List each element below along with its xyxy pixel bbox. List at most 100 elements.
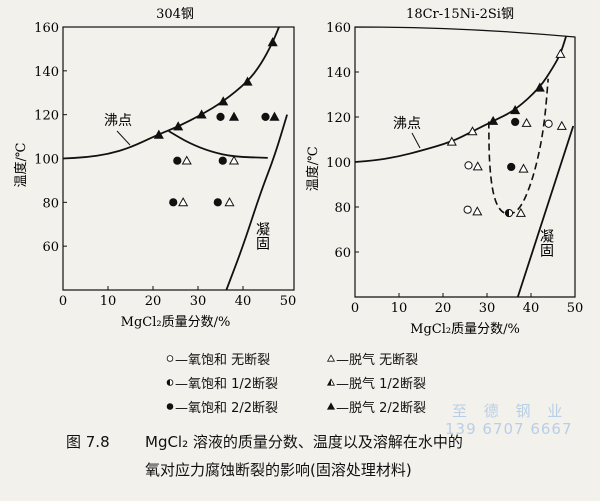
- caption-line-2: 氧对应力腐蚀断裂的影响(固溶处理材料): [145, 461, 412, 479]
- marker-shape: [556, 120, 567, 130]
- marker-shape: [544, 119, 553, 128]
- y-tick-label: 100: [326, 156, 351, 171]
- watermark-name: 至 德 钢 业: [452, 402, 569, 420]
- marker-shape: [166, 355, 174, 362]
- x-tick-label: 0: [351, 301, 359, 316]
- x-tick-label: 40: [523, 301, 540, 316]
- marker-shape: [267, 37, 278, 47]
- marker-shape: [515, 207, 526, 217]
- marker-shape: [166, 403, 174, 410]
- marker-shape: [216, 112, 225, 121]
- data-point-triangle-open: [555, 48, 566, 58]
- data-point-triangle-full: [218, 96, 229, 106]
- data-point-triangle-full: [510, 105, 521, 115]
- x-tick-label: 50: [567, 301, 584, 316]
- legend-entry: —脱气 2/2断裂: [336, 401, 427, 416]
- legend-entry: —氧饱和 无断裂: [175, 353, 271, 368]
- y-tick-label: 160: [326, 21, 351, 36]
- marker-shape: [181, 155, 192, 165]
- legend-entry: —脱气 1/2断裂: [336, 377, 427, 392]
- y-tick-label: 160: [34, 21, 59, 36]
- legend-marker-triangle-open: [326, 354, 336, 362]
- boiling-point-leader: [411, 132, 421, 149]
- legend-entry: —氧饱和 1/2断裂: [175, 377, 279, 392]
- data-point-triangle-open: [556, 120, 567, 130]
- x-tick-label: 50: [280, 294, 297, 309]
- x-axis-label: MgCl₂质量分数/%: [410, 322, 520, 337]
- marker-shape: [510, 105, 521, 115]
- marker-shape: [196, 109, 207, 119]
- chart-title: 304钢: [156, 7, 194, 22]
- data-point-circle-full: [261, 112, 270, 121]
- marker-shape: [242, 76, 253, 86]
- x-tick-label: 40: [235, 294, 252, 309]
- data-point-triangle-full: [534, 82, 545, 92]
- y-tick-label: 60: [42, 240, 59, 255]
- boiling-point-label: 沸点: [393, 116, 421, 132]
- data-point-triangle-full: [153, 129, 164, 139]
- data-point-circle-open: [463, 205, 472, 214]
- data-point-triangle-open: [178, 197, 189, 207]
- boiling-point-curve: [62, 26, 280, 160]
- marker-half-fill: [505, 209, 509, 217]
- boiling-point-label: 沸点: [104, 113, 132, 129]
- marker-shape: [178, 197, 189, 207]
- data-point-triangle-full: [488, 115, 499, 125]
- y-tick-label: 100: [34, 153, 59, 168]
- marker-shape: [472, 161, 483, 171]
- marker-shape: [467, 126, 478, 136]
- marker-shape: [518, 163, 529, 173]
- data-point-triangle-open: [224, 197, 235, 207]
- marker-half-fill: [327, 379, 331, 386]
- marker-shape: [534, 82, 545, 92]
- solidification-line: [516, 125, 575, 298]
- data-point-triangle-full: [269, 111, 280, 121]
- marker-shape: [218, 96, 229, 106]
- data-point-circle-half: [504, 208, 514, 218]
- legend-entry: —氧饱和 2/2断裂: [175, 401, 279, 416]
- data-point-circle-open: [464, 161, 473, 170]
- marker-half-fill: [167, 379, 170, 386]
- data-point-triangle-open: [446, 136, 457, 146]
- data-point-triangle-full: [242, 76, 253, 86]
- marker-shape: [511, 117, 520, 127]
- solidification-line: [225, 114, 288, 291]
- data-point-triangle-full: [228, 111, 240, 121]
- triangle-full-icon: [326, 402, 336, 410]
- data-point-triangle-open: [228, 155, 240, 165]
- marker-shape: [446, 136, 457, 146]
- marker-shape: [218, 156, 227, 165]
- caption-line-1: MgCl₂ 溶液的质量分数、温度以及溶解在水中的: [145, 433, 463, 451]
- marker-shape: [326, 402, 336, 410]
- x-tick-label: 0: [59, 294, 67, 309]
- cracking-boundary-dashed-curve: [487, 78, 549, 215]
- x-tick-label: 30: [190, 294, 207, 309]
- y-axis-label: 温度/℃: [305, 146, 321, 191]
- data-point-circle-full: [507, 162, 516, 172]
- marker-shape: [464, 161, 473, 170]
- triangle-open-icon: [326, 354, 336, 362]
- marker-shape: [173, 156, 182, 165]
- marker-shape: [521, 117, 532, 127]
- solidification-label: 凝固: [254, 222, 270, 250]
- marker-shape: [463, 205, 472, 214]
- data-point-triangle-full: [173, 121, 184, 131]
- legend-marker-circle-open: [166, 355, 174, 362]
- data-point-triangle-open: [515, 207, 526, 217]
- legend-marker-triangle-half: [326, 378, 336, 386]
- y-tick-label: 120: [34, 109, 59, 124]
- data-point-triangle-open: [472, 206, 483, 216]
- data-point-triangle-open: [518, 163, 529, 173]
- marker-shape: [169, 198, 178, 207]
- marker-shape: [507, 162, 516, 172]
- legend-marker-triangle-full: [326, 402, 336, 410]
- data-point-circle-open: [544, 119, 553, 128]
- marker-shape: [261, 112, 270, 121]
- y-axis-label: 温度/℃: [13, 143, 29, 188]
- marker-shape: [228, 155, 240, 165]
- chart-1: 304钢 60 80 100 120 140 160 0 10 20 30 40 50 MgCl₂质量分数…: [13, 7, 296, 330]
- data-point-triangle-full: [267, 37, 278, 47]
- caption-number: 图 7.8: [66, 433, 110, 451]
- solidification-label: 凝固: [538, 229, 554, 257]
